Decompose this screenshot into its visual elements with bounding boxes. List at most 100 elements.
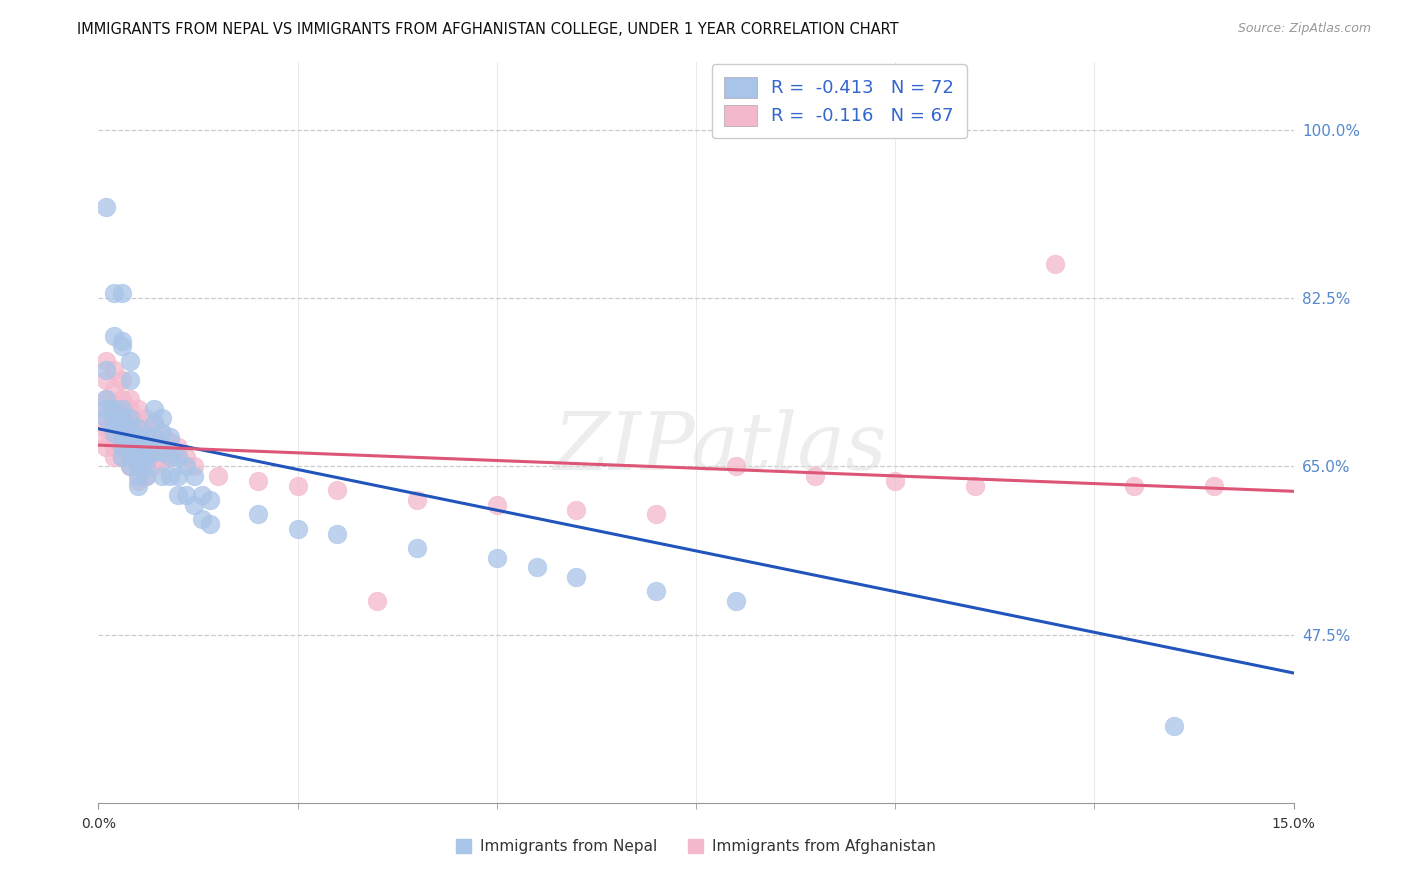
Point xyxy=(963,478,986,492)
Point xyxy=(127,430,149,444)
Point xyxy=(127,401,149,416)
Point xyxy=(1202,478,1225,492)
Point xyxy=(111,421,134,435)
Point xyxy=(143,445,166,459)
Point xyxy=(96,411,118,425)
Point xyxy=(127,478,149,492)
Point xyxy=(111,339,134,353)
Point xyxy=(406,541,429,555)
Point xyxy=(135,459,157,474)
Point xyxy=(103,450,125,464)
Point xyxy=(143,430,166,444)
Point xyxy=(150,469,173,483)
Point xyxy=(120,373,142,387)
Point xyxy=(103,440,125,454)
Point xyxy=(120,392,142,406)
Point xyxy=(183,469,205,483)
Point xyxy=(159,430,181,444)
Point xyxy=(120,430,142,444)
Point xyxy=(127,430,149,444)
Point xyxy=(143,459,166,474)
Point xyxy=(127,469,149,483)
Point xyxy=(127,459,149,474)
Point xyxy=(159,450,181,464)
Point xyxy=(1043,257,1066,271)
Point xyxy=(191,512,214,526)
Point xyxy=(150,425,173,440)
Point xyxy=(287,478,309,492)
Point xyxy=(191,488,214,502)
Point xyxy=(103,411,125,425)
Point xyxy=(120,459,142,474)
Point xyxy=(159,450,181,464)
Point xyxy=(143,416,166,430)
Point xyxy=(127,459,149,474)
Point xyxy=(103,430,125,444)
Point xyxy=(103,329,125,343)
Point xyxy=(127,445,149,459)
Point xyxy=(96,440,118,454)
Point xyxy=(366,594,388,608)
Point xyxy=(143,416,166,430)
Point xyxy=(96,401,118,416)
Point xyxy=(96,401,118,416)
Point xyxy=(135,430,157,444)
Point xyxy=(111,440,134,454)
Point xyxy=(565,502,588,516)
Point xyxy=(111,392,134,406)
Legend: R =  -0.413   N = 72, R =  -0.116   N = 67: R = -0.413 N = 72, R = -0.116 N = 67 xyxy=(711,64,967,138)
Point xyxy=(103,421,125,435)
Text: ZIPatlas: ZIPatlas xyxy=(553,409,887,486)
Point xyxy=(103,411,125,425)
Point xyxy=(150,454,173,468)
Point xyxy=(103,416,125,430)
Point xyxy=(120,430,142,444)
Point xyxy=(724,459,747,474)
Point xyxy=(120,401,142,416)
Point xyxy=(103,286,125,301)
Point xyxy=(103,401,125,416)
Text: Source: ZipAtlas.com: Source: ZipAtlas.com xyxy=(1237,22,1371,36)
Point xyxy=(127,440,149,454)
Point xyxy=(96,200,118,214)
Point xyxy=(1163,719,1185,733)
Point xyxy=(485,498,508,512)
Point xyxy=(120,411,142,425)
Point xyxy=(326,526,349,541)
Point xyxy=(135,450,157,464)
Point xyxy=(111,286,134,301)
Text: IMMIGRANTS FROM NEPAL VS IMMIGRANTS FROM AFGHANISTAN COLLEGE, UNDER 1 YEAR CORRE: IMMIGRANTS FROM NEPAL VS IMMIGRANTS FROM… xyxy=(77,22,898,37)
Point xyxy=(111,334,134,349)
Point xyxy=(326,483,349,498)
Point xyxy=(135,425,157,440)
Point xyxy=(246,474,269,488)
Point xyxy=(150,425,173,440)
Point xyxy=(96,363,118,377)
Point xyxy=(174,450,197,464)
Point xyxy=(111,450,134,464)
Point xyxy=(150,440,173,454)
Point xyxy=(111,421,134,435)
Point xyxy=(724,594,747,608)
Point xyxy=(111,430,134,444)
Point xyxy=(135,469,157,483)
Point xyxy=(198,492,221,507)
Point xyxy=(406,492,429,507)
Point xyxy=(565,570,588,584)
Point xyxy=(127,474,149,488)
Point xyxy=(135,440,157,454)
Point xyxy=(96,373,118,387)
Point xyxy=(127,416,149,430)
Point xyxy=(96,411,118,425)
Point xyxy=(111,406,134,420)
Point xyxy=(485,550,508,565)
Point xyxy=(96,353,118,368)
Point xyxy=(884,474,907,488)
Point xyxy=(96,392,118,406)
Point xyxy=(135,454,157,468)
Point xyxy=(127,421,149,435)
Point xyxy=(111,450,134,464)
Point xyxy=(246,508,269,522)
Point xyxy=(103,382,125,396)
Point xyxy=(120,353,142,368)
